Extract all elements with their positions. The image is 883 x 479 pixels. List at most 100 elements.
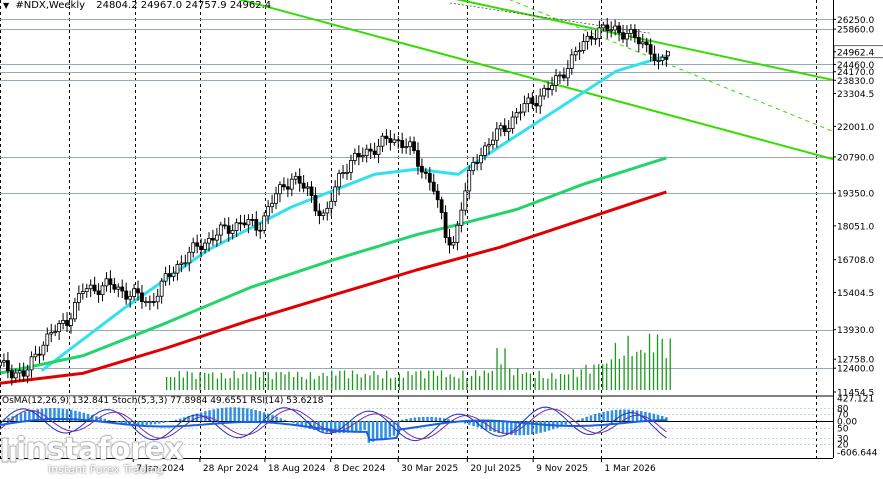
candle-body — [163, 273, 168, 282]
vertical-grid — [0, 0, 817, 458]
candle-body — [104, 278, 109, 287]
candle-body — [73, 302, 77, 320]
candle-body — [364, 148, 369, 156]
candle-body — [376, 145, 381, 155]
candle-body — [573, 51, 578, 56]
candle-body — [329, 200, 334, 209]
candle-body — [159, 280, 164, 297]
candle-body — [155, 295, 160, 303]
logo-brand: instaforex — [16, 432, 184, 467]
candle-body — [384, 135, 389, 139]
candle-body — [325, 207, 330, 214]
dropdown-triangle-icon[interactable]: ▼ — [3, 1, 10, 10]
candle-body — [538, 95, 543, 107]
candle-body — [140, 292, 144, 303]
logo-mark-icon — [1, 437, 17, 463]
candle-body — [76, 293, 81, 303]
candle-body — [360, 155, 365, 158]
candle-body — [49, 332, 54, 335]
candle-body — [546, 87, 551, 91]
candle-body — [648, 44, 653, 55]
price-label-text: 26250.0 — [837, 16, 874, 26]
candle-body — [349, 160, 353, 173]
price-label-text: 15404.5 — [837, 289, 874, 299]
candle-body — [605, 24, 610, 32]
candle-body — [459, 209, 464, 226]
time-label: 1 Mar 2026 — [604, 464, 656, 474]
price-label: 26250.0 — [833, 16, 874, 26]
candle-body — [400, 140, 405, 148]
candle-body — [151, 301, 156, 303]
indicator-axis-label: 20 — [837, 441, 849, 451]
candle-body — [408, 141, 412, 148]
candle-body — [617, 25, 621, 34]
candle-body — [289, 178, 294, 190]
price-label-text: 24170.0 — [837, 68, 874, 78]
candle-body — [345, 171, 349, 174]
candle-body — [542, 87, 547, 97]
candle-body — [17, 370, 22, 374]
candle-body — [558, 74, 562, 77]
price-label: 16708.0 — [833, 256, 874, 266]
candle-body — [33, 353, 38, 358]
candle-body — [581, 41, 586, 51]
candle-body — [282, 184, 286, 188]
price-label: 12758.0 — [833, 356, 874, 366]
price-label-text: 24460.0 — [837, 61, 874, 71]
candle-body — [254, 219, 259, 231]
candle-body — [487, 144, 491, 147]
indicator-panel — [0, 395, 833, 445]
candle-body — [175, 264, 180, 274]
time-label: 9 Nov 2025 — [536, 464, 588, 474]
candle-body — [270, 202, 274, 208]
moving-average-cyan — [40, 54, 667, 372]
channel-middle-line — [509, 0, 833, 132]
candle-body — [147, 301, 152, 303]
candle-body — [226, 225, 231, 234]
candle-body — [242, 222, 247, 226]
candle-body — [305, 186, 310, 189]
candle-body — [636, 37, 641, 45]
candle-body — [337, 173, 342, 188]
candle-body — [41, 344, 46, 356]
candle-body — [285, 186, 290, 190]
candle-body — [21, 370, 26, 377]
time-label: 20 Jul 2025 — [470, 464, 521, 474]
candle-body — [132, 288, 136, 297]
candle-body — [171, 272, 176, 277]
candle-body — [423, 171, 428, 174]
candle-body — [13, 372, 18, 379]
candle-body — [266, 206, 271, 217]
candle-body — [120, 286, 125, 292]
candle-body — [479, 155, 483, 164]
candle-body — [510, 116, 515, 129]
candle-body — [100, 285, 105, 296]
candle-body — [656, 60, 661, 62]
moving-average-green — [0, 156, 667, 375]
candle-body — [2, 360, 6, 363]
time-label: 7 Jan 2024 — [136, 464, 184, 474]
moving-average-red — [0, 190, 667, 385]
moving-averages — [0, 54, 667, 385]
price-label: 13930.0 — [833, 326, 874, 336]
price-label: 24962.4 — [833, 45, 883, 58]
price-label-text: 23830.0 — [837, 77, 874, 87]
candle-body — [613, 25, 618, 31]
channel-lower-line — [238, 0, 833, 161]
candle-body — [518, 111, 523, 114]
candle-body — [660, 56, 665, 61]
candle-body — [199, 245, 204, 250]
candle-body — [609, 29, 614, 32]
trend-channel — [238, 0, 833, 161]
candle-body — [502, 125, 507, 132]
candle-body — [554, 75, 558, 86]
indicator-axis-label: 30 — [837, 435, 849, 445]
candle-body — [467, 170, 472, 192]
candle-body — [597, 27, 602, 39]
candle-body — [522, 103, 527, 113]
time-label: 18 Aug 2024 — [268, 464, 326, 474]
time-label: 28 Apr 2024 — [203, 464, 259, 474]
candle-body — [644, 41, 649, 46]
candle-body — [621, 32, 625, 40]
instaforex-logo: instaforex Instant Forex Trading — [0, 432, 184, 476]
